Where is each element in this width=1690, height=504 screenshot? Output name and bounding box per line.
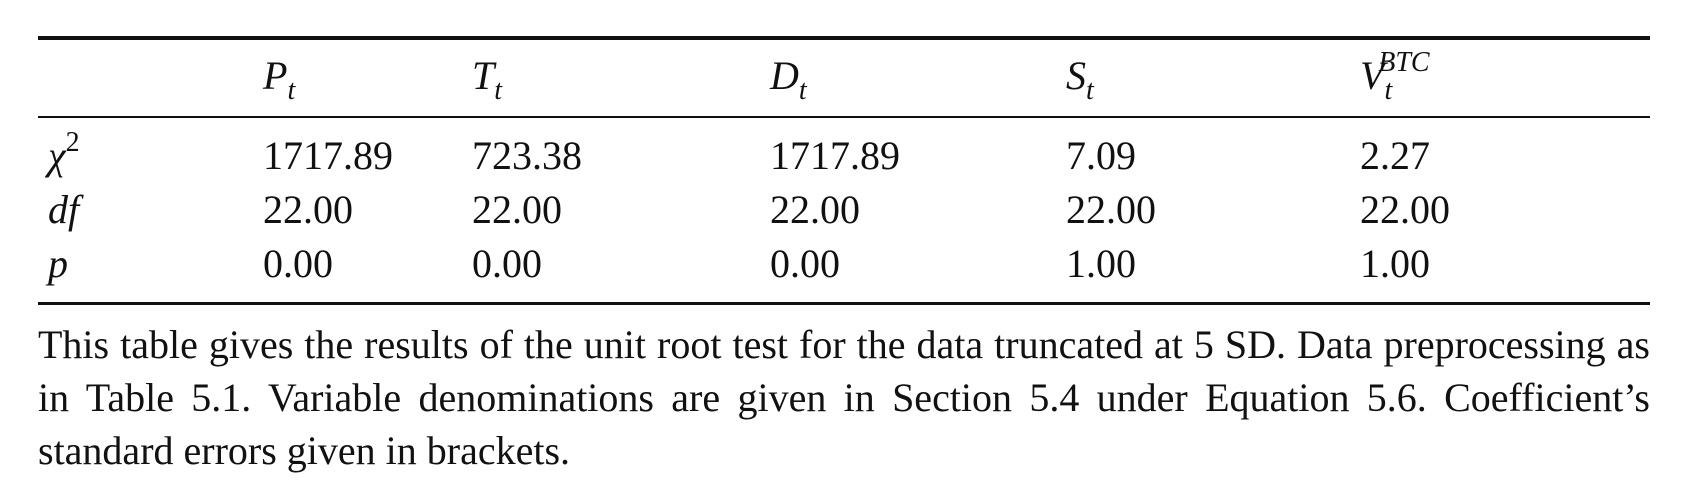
table-cell: 723.38 [472, 133, 582, 178]
row-label-p: p [48, 241, 68, 286]
row-label-chi-squared: χ2 [48, 127, 80, 178]
table-cell: 22.00 [1360, 187, 1450, 232]
table-cell: 22.00 [1066, 187, 1156, 232]
column-header-s: St [1066, 53, 1094, 106]
table-header-rule [38, 116, 1650, 118]
table-cell: 22.00 [472, 187, 562, 232]
table-caption: This table gives the results of the unit… [38, 318, 1650, 477]
column-header-d: Dt [770, 53, 807, 106]
table-cell: 0.00 [263, 241, 333, 286]
caption-text: This table gives the results of the unit… [38, 322, 1650, 473]
column-header-p: Pt [263, 53, 296, 106]
table-cell: 1717.89 [770, 133, 900, 178]
table-cell: 1.00 [1360, 241, 1430, 286]
table-cell: 2.27 [1360, 133, 1430, 178]
column-header-v-btc: VtBTC [1360, 47, 1430, 106]
table-cell: 1.00 [1066, 241, 1136, 286]
column-header-t: Tt [472, 53, 503, 106]
table-cell: 7.09 [1066, 133, 1136, 178]
table-cell: 22.00 [770, 187, 860, 232]
table-top-rule [38, 36, 1650, 40]
table-cell: 22.00 [263, 187, 353, 232]
table-bottom-rule [38, 302, 1650, 305]
table-cell: 0.00 [472, 241, 542, 286]
row-label-df: df [48, 187, 80, 232]
table-cell: 1717.89 [263, 133, 393, 178]
table-cell: 0.00 [770, 241, 840, 286]
